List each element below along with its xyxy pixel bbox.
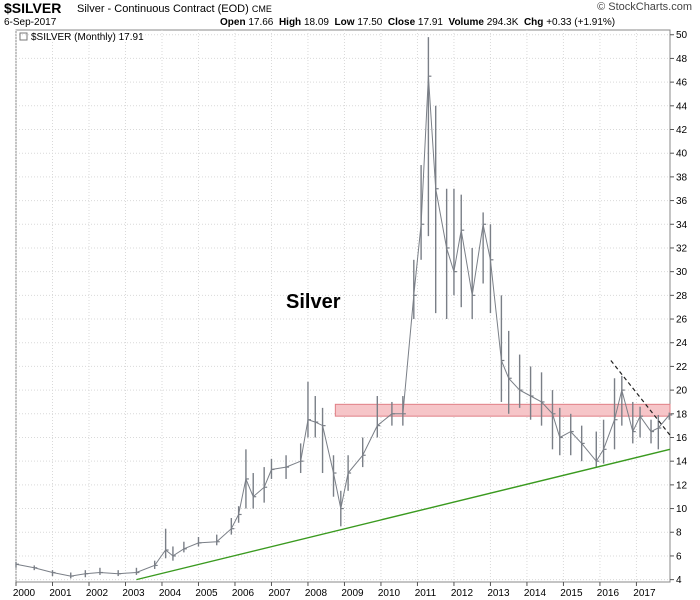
y-tick-label: 6 bbox=[676, 551, 682, 562]
y-tick-label: 10 bbox=[676, 504, 688, 515]
y-tick-label: 48 bbox=[676, 54, 688, 65]
y-tick-label: 50 bbox=[676, 30, 688, 41]
y-tick-label: 36 bbox=[676, 196, 688, 207]
x-tick-label: 2007 bbox=[268, 588, 291, 599]
chart-legend: $SILVER (Monthly) 17.91 bbox=[31, 32, 144, 43]
close-label: Close bbox=[387, 17, 416, 28]
price-line bbox=[15, 76, 670, 577]
ohlc-readout: Open 17.66 High 18.09 Low 17.50 Close 17… bbox=[220, 17, 615, 28]
symbol-label: $SILVER bbox=[4, 0, 62, 16]
open-label: Open bbox=[220, 17, 246, 28]
date-label: 6-Sep-2017 bbox=[4, 17, 57, 28]
y-tick-label: 44 bbox=[676, 101, 688, 112]
high-value: 18.09 bbox=[303, 17, 329, 28]
x-tick-label: 2015 bbox=[560, 588, 583, 599]
y-tick-label: 18 bbox=[676, 409, 688, 420]
downtrend-line bbox=[610, 360, 671, 436]
x-tick-label: 2000 bbox=[13, 588, 36, 599]
y-tick-label: 38 bbox=[676, 172, 688, 183]
change-label: Chg bbox=[523, 17, 544, 28]
y-tick-label: 14 bbox=[676, 457, 688, 468]
y-tick-label: 28 bbox=[676, 291, 688, 302]
exchange-label: CME bbox=[251, 4, 272, 14]
y-tick-label: 22 bbox=[676, 362, 688, 373]
x-tick-label: 2016 bbox=[597, 588, 620, 599]
high-label: High bbox=[278, 17, 302, 28]
x-tick-label: 2006 bbox=[232, 588, 255, 599]
y-tick-label: 20 bbox=[676, 386, 688, 397]
low-value: 17.50 bbox=[357, 17, 383, 28]
x-tick-label: 2003 bbox=[122, 588, 145, 599]
support-trendline bbox=[136, 448, 671, 581]
open-value: 17.66 bbox=[248, 17, 274, 28]
close-value: 17.91 bbox=[417, 17, 443, 28]
y-tick-label: 24 bbox=[676, 338, 688, 349]
x-tick-label: 2009 bbox=[341, 588, 364, 599]
x-tick-label: 2002 bbox=[86, 588, 109, 599]
y-tick-label: 32 bbox=[676, 243, 688, 254]
y-tick-label: 4 bbox=[676, 575, 682, 586]
y-tick-label: 26 bbox=[676, 315, 688, 326]
y-tick-label: 16 bbox=[676, 433, 688, 444]
resistance-zone bbox=[334, 403, 671, 417]
stockcharts-brand: © StockCharts.com bbox=[597, 1, 692, 13]
change-value: +0.33 (+1.91%) bbox=[546, 17, 616, 28]
x-tick-label: 2017 bbox=[633, 588, 656, 599]
x-tick-label: 2010 bbox=[378, 588, 401, 599]
legend-swatch bbox=[19, 32, 28, 41]
y-tick-label: 40 bbox=[676, 149, 688, 160]
x-tick-label: 2005 bbox=[195, 588, 218, 599]
x-tick-label: 2014 bbox=[524, 588, 547, 599]
volume-value: 294.3K bbox=[486, 17, 519, 28]
x-tick-label: 2011 bbox=[415, 588, 437, 599]
description-text: Silver - Continuous Contract (EOD) bbox=[77, 3, 249, 15]
x-tick-label: 2004 bbox=[159, 588, 182, 599]
low-label: Low bbox=[334, 17, 355, 28]
y-tick-label: 42 bbox=[676, 125, 688, 136]
contract-description: Silver - Continuous Contract (EOD) CME bbox=[77, 3, 272, 15]
chart-header: $SILVER Silver - Continuous Contract (EO… bbox=[4, 0, 696, 30]
y-tick-label: 12 bbox=[676, 480, 688, 491]
x-tick-label: 2008 bbox=[305, 588, 328, 599]
x-tick-label: 2001 bbox=[49, 588, 72, 599]
y-tick-label: 46 bbox=[676, 78, 688, 89]
x-tick-label: 2013 bbox=[487, 588, 510, 599]
y-tick-label: 30 bbox=[676, 267, 688, 278]
x-tick-label: 2012 bbox=[451, 588, 474, 599]
chart-annotation: Silver bbox=[286, 291, 341, 313]
y-tick-label: 34 bbox=[676, 220, 688, 231]
y-tick-label: 8 bbox=[676, 528, 682, 539]
volume-label: Volume bbox=[448, 17, 484, 28]
